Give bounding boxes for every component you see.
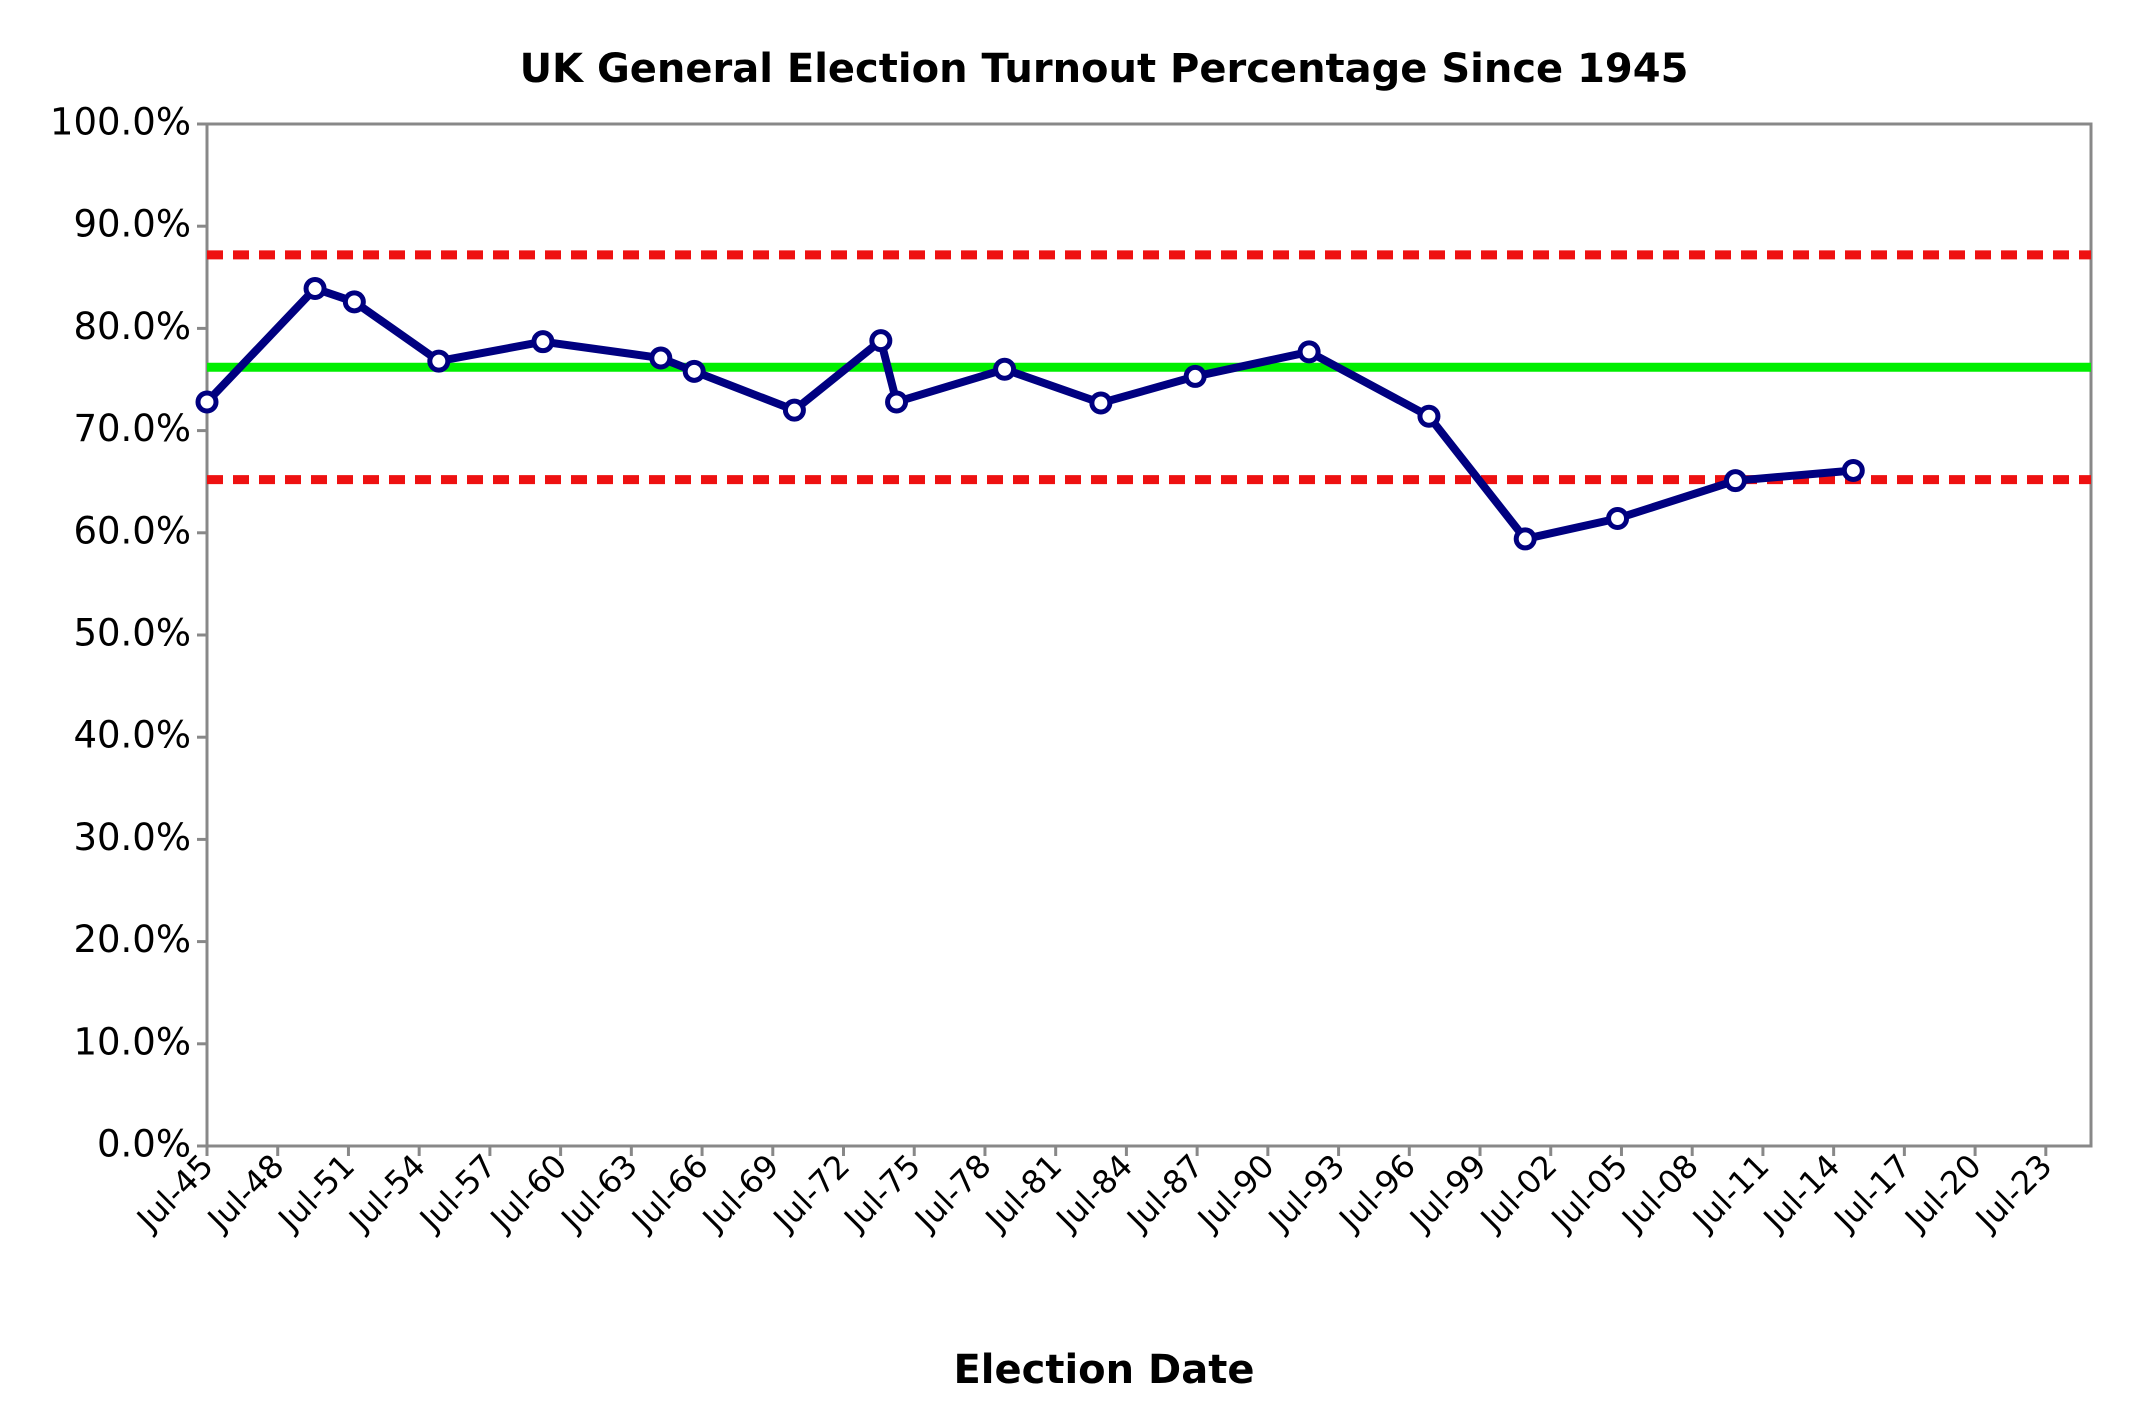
data-point bbox=[1183, 364, 1207, 388]
y-tick-label: 80.0% bbox=[73, 305, 191, 348]
data-point bbox=[1841, 458, 1865, 482]
data-point bbox=[869, 329, 893, 353]
y-tick-label: 40.0% bbox=[73, 714, 191, 757]
x-tick-label: Jul-99 bbox=[1401, 1147, 1494, 1240]
x-tick-label: Jul-66 bbox=[623, 1147, 716, 1240]
y-tick-label: 90.0% bbox=[73, 203, 191, 246]
x-axis-title: Election Date bbox=[953, 1347, 1254, 1393]
data-point bbox=[1297, 340, 1321, 364]
y-tick-label: 60.0% bbox=[73, 509, 191, 552]
data-point bbox=[682, 359, 706, 383]
x-tick-label: Jul-75 bbox=[835, 1147, 928, 1240]
x-tick-label: Jul-84 bbox=[1048, 1147, 1141, 1240]
x-tick-label: Jul-78 bbox=[906, 1147, 999, 1240]
data-point bbox=[1417, 404, 1441, 428]
y-tick-label: 0.0% bbox=[97, 1123, 191, 1166]
y-tick-label: 20.0% bbox=[73, 918, 191, 961]
x-tick-label: Jul-11 bbox=[1684, 1147, 1777, 1240]
x-tick-label: Jul-05 bbox=[1543, 1147, 1636, 1240]
x-tick-label: Jul-81 bbox=[977, 1147, 1070, 1240]
y-tick-label: 10.0% bbox=[73, 1020, 191, 1063]
data-point bbox=[782, 398, 806, 422]
x-tick-label: Jul-02 bbox=[1472, 1147, 1565, 1240]
data-point bbox=[427, 349, 451, 373]
x-tick-label: Jul-20 bbox=[1896, 1147, 1989, 1240]
data-point bbox=[1723, 469, 1747, 493]
data-point bbox=[1606, 506, 1630, 530]
x-tick-label: Jul-90 bbox=[1189, 1147, 1282, 1240]
series-line bbox=[204, 284, 1854, 543]
data-point bbox=[1513, 527, 1537, 551]
plot-area bbox=[205, 122, 2093, 1148]
x-tick-label: Jul-63 bbox=[552, 1147, 645, 1240]
data-point bbox=[303, 277, 327, 301]
data-point bbox=[649, 346, 673, 370]
y-tick-label: 30.0% bbox=[73, 816, 191, 859]
x-tick-label: Jul-48 bbox=[199, 1147, 292, 1240]
x-tick-label: Jul-14 bbox=[1755, 1147, 1848, 1240]
data-point bbox=[531, 330, 555, 354]
chart-title: UK General Election Turnout Percentage S… bbox=[520, 46, 1689, 92]
x-tick-label: Jul-54 bbox=[340, 1147, 433, 1240]
y-tick-label: 50.0% bbox=[73, 612, 191, 655]
data-point bbox=[342, 290, 366, 314]
data-point bbox=[885, 390, 909, 414]
y-tick-label: 70.0% bbox=[73, 407, 191, 450]
x-tick-label: Jul-17 bbox=[1825, 1147, 1918, 1240]
x-tick-label: Jul-57 bbox=[411, 1147, 504, 1240]
data-point bbox=[1089, 391, 1113, 415]
x-tick-label: Jul-72 bbox=[765, 1147, 858, 1240]
x-tick-label: Jul-93 bbox=[1260, 1147, 1353, 1240]
x-tick-label: Jul-96 bbox=[1330, 1147, 1423, 1240]
x-tick-label: Jul-87 bbox=[1118, 1147, 1211, 1240]
y-tick-label: 100.0% bbox=[50, 101, 191, 144]
x-tick-label: Jul-51 bbox=[270, 1147, 363, 1240]
x-tick-label: Jul-60 bbox=[482, 1147, 575, 1240]
data-point bbox=[195, 390, 219, 414]
x-tick-label: Jul-08 bbox=[1613, 1147, 1706, 1240]
x-tick-label: Jul-23 bbox=[1967, 1147, 2060, 1240]
x-tick-label: Jul-69 bbox=[694, 1147, 787, 1240]
data-point bbox=[993, 357, 1017, 381]
